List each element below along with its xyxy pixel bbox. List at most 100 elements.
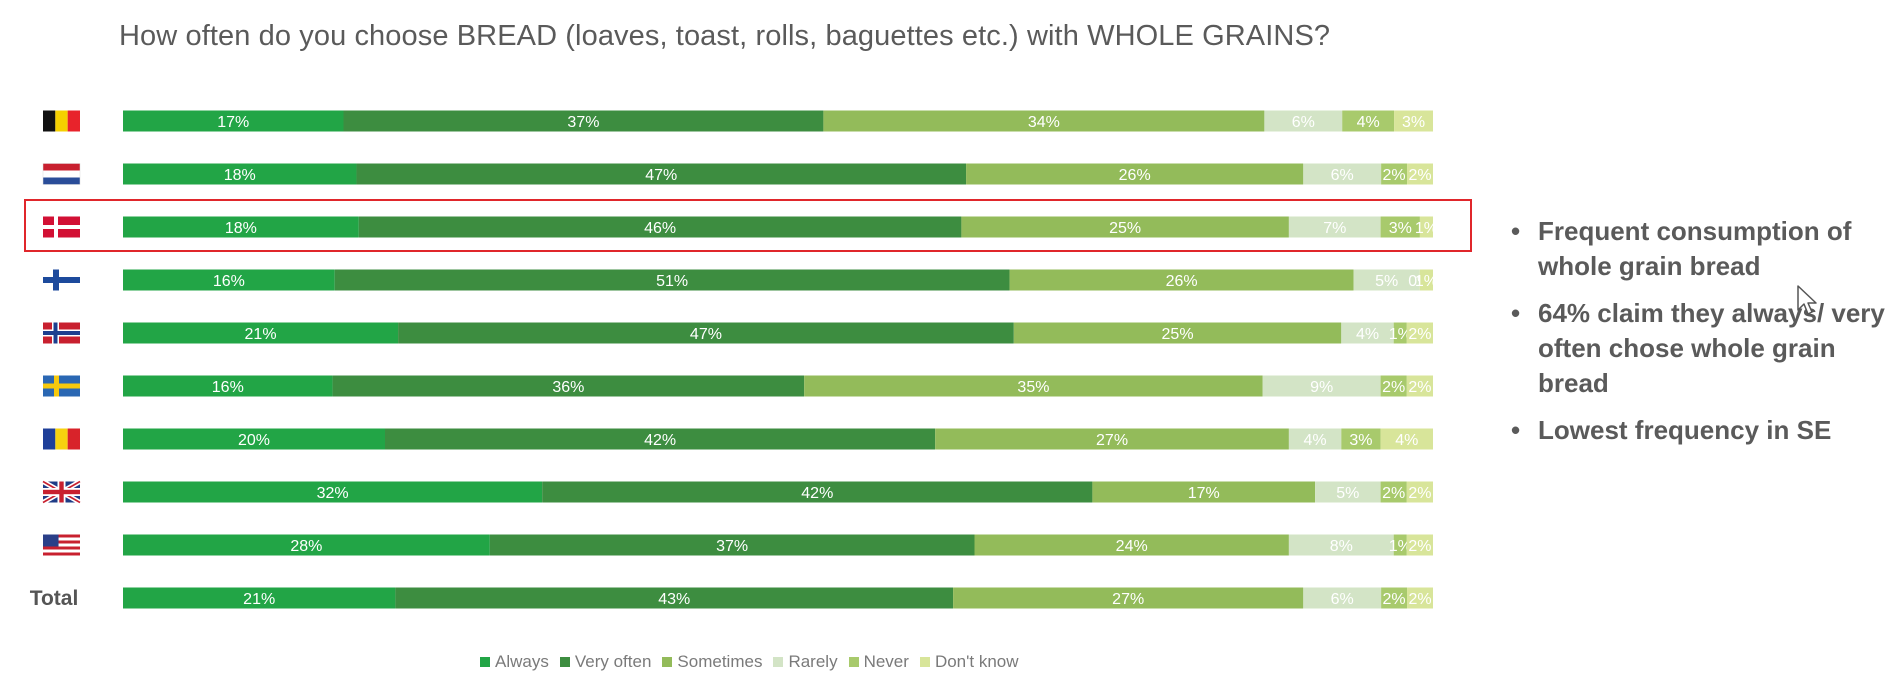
data-label: 42% (801, 485, 833, 502)
key-findings: • Frequent consumption of whole grain bre… (1508, 214, 1888, 460)
data-label: 6% (1292, 114, 1315, 131)
data-label: 9% (1310, 379, 1333, 396)
highlight-box-denmark (24, 199, 1472, 252)
flag-no-icon (43, 322, 80, 344)
data-label: 3% (1349, 432, 1372, 449)
chart-legend: Always Very often Sometimes Rarely Never… (480, 652, 1019, 672)
bar-total-don-t-know (1407, 587, 1433, 609)
data-label: 46% (644, 220, 676, 237)
bar-united-kingdom-always (123, 481, 543, 503)
bar-row-united-kingdom: 32% 42% 17% 5% 2% 2% (123, 481, 1433, 503)
bar-netherlands-never (1381, 163, 1408, 185)
bar-row-total: 21% 43% 27% 6% 2% 2% (123, 587, 1433, 609)
legend-swatch (773, 657, 784, 667)
bar-row-united-states: 28% 37% 24% 8% 1%2% (123, 534, 1433, 556)
bar-united-states-sometimes (974, 534, 1289, 556)
bar-finland-rarely (1353, 269, 1420, 291)
data-label: 6% (1331, 167, 1354, 184)
bar-total-always (123, 587, 396, 609)
legend-item-rarely: Rarely (773, 652, 838, 672)
bar-denmark-don-t-know (1419, 216, 1433, 238)
bar-romania-rarely (1288, 428, 1342, 450)
bar-denmark-always (123, 216, 359, 238)
data-label: 2% (1382, 485, 1405, 502)
data-label: 2% (1408, 591, 1431, 608)
data-label: 21% (243, 591, 275, 608)
bar-sweden-very-often (332, 375, 805, 397)
bar-belgium-don-t-know (1394, 110, 1433, 132)
data-label: 21% (245, 326, 277, 343)
bar-belgium-always (123, 110, 344, 132)
data-label: 1% (1389, 538, 1412, 555)
data-label: 2% (1408, 326, 1431, 343)
data-label: 1% (1415, 273, 1438, 290)
bar-norway-rarely (1341, 322, 1394, 344)
bar-total-very-often (395, 587, 954, 609)
bar-finland-very-often (334, 269, 1010, 291)
flag-se-icon (43, 375, 80, 397)
data-label: 5% (1336, 485, 1359, 502)
data-label: 26% (1119, 167, 1151, 184)
bar-norway-very-often (398, 322, 1014, 344)
data-label: 4% (1356, 326, 1379, 343)
flag-fi-icon (43, 269, 80, 291)
bar-netherlands-sometimes (966, 163, 1304, 185)
data-label: 25% (1109, 220, 1141, 237)
flag-be-icon (43, 110, 80, 132)
data-label: 27% (1096, 432, 1128, 449)
data-label: 42% (644, 432, 676, 449)
bar-sweden-don-t-know (1406, 375, 1433, 397)
bar-row-denmark: 18% 46% 25% 7% 3% 1% (123, 216, 1438, 238)
data-label: 5% (1375, 273, 1398, 290)
data-label: 3% (1389, 220, 1412, 237)
bar-denmark-never (1380, 216, 1420, 238)
data-label: 47% (645, 167, 677, 184)
data-label: 2% (1408, 485, 1431, 502)
data-label: 1% (1415, 220, 1438, 237)
data-label: 6% (1331, 591, 1354, 608)
legend-item-sometimes: Sometimes (662, 652, 762, 672)
data-label: 1% (1389, 326, 1412, 343)
bar-netherlands-always (123, 163, 357, 185)
data-label: 2% (1408, 167, 1431, 184)
bar-netherlands-don-t-know (1407, 163, 1433, 185)
data-label: 4% (1395, 432, 1418, 449)
bar-norway-sometimes (1013, 322, 1342, 344)
finding-1: • Frequent consumption of whole grain bre… (1511, 216, 1852, 281)
bar-row-finland: 16%51%26%5%0%1% (123, 269, 1438, 291)
bar-total-sometimes (953, 587, 1304, 609)
bar-united-kingdom-don-t-know (1406, 481, 1433, 503)
data-label: 2% (1383, 591, 1406, 608)
bar-sweden-rarely (1262, 375, 1381, 397)
data-label: 28% (290, 538, 322, 555)
data-label: 7% (1323, 220, 1346, 237)
data-label: 17% (217, 114, 249, 131)
data-label: 4% (1357, 114, 1380, 131)
bar-united-states-never (1393, 534, 1407, 556)
row-label-total: Total (30, 587, 79, 610)
legend-swatch (848, 657, 859, 667)
bar-finland-always (123, 269, 335, 291)
bar-denmark-very-often (358, 216, 962, 238)
legend-swatch (480, 657, 490, 667)
bar-finland-sometimes (1009, 269, 1354, 291)
data-label: 26% (1166, 273, 1198, 290)
data-label: 34% (1028, 114, 1060, 131)
flag-nl-icon (42, 163, 81, 185)
chart-title: How often do you choose BREAD (loaves, t… (119, 20, 1331, 52)
bar-romania-don-t-know (1380, 428, 1433, 450)
finding-2: • 64% claim they always/ very often chose… (1511, 298, 1885, 398)
data-label: 32% (317, 485, 349, 502)
total-label: Total (30, 587, 79, 610)
bar-united-states-always (123, 534, 490, 556)
data-label: 8% (1330, 538, 1353, 555)
bar-belgium-never (1342, 110, 1395, 132)
bar-norway-don-t-know (1406, 322, 1433, 344)
bar-romania-never (1341, 428, 1381, 450)
data-label: 36% (552, 379, 584, 396)
bar-denmark-sometimes (961, 216, 1289, 238)
bar-united-kingdom-sometimes (1092, 481, 1316, 503)
data-label: 27% (1112, 591, 1144, 608)
flag-dk-icon (43, 216, 80, 238)
